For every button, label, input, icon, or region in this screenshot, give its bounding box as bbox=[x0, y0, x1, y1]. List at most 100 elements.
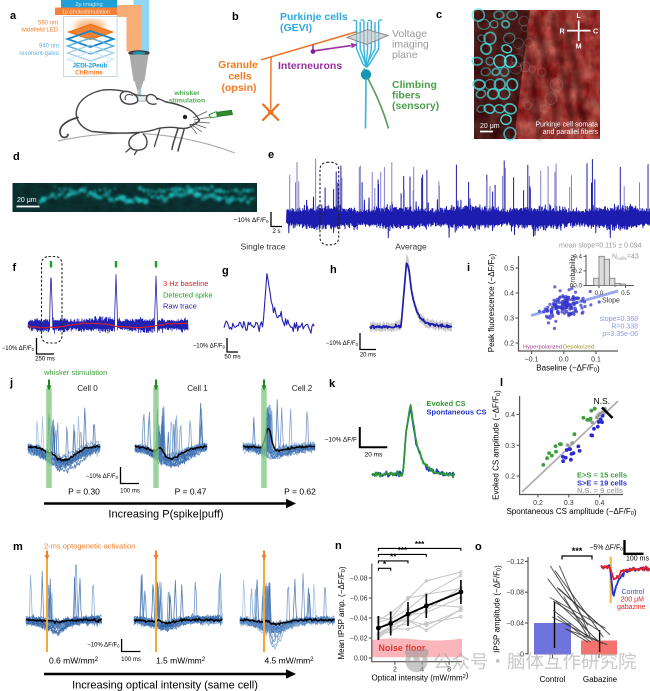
svg-text:Peak fluorescence (−ΔF/F0): Peak fluorescence (−ΔF/F0) bbox=[487, 253, 497, 352]
svg-text:b: b bbox=[232, 11, 239, 23]
svg-text:and parallel fibers: and parallel fibers bbox=[543, 129, 599, 136]
svg-text:g: g bbox=[222, 265, 229, 277]
svg-text:Single trace: Single trace bbox=[241, 242, 286, 252]
svg-text:20 ms: 20 ms bbox=[360, 353, 376, 359]
svg-text:20 ms: 20 ms bbox=[365, 452, 383, 459]
svg-text:Mean IPSP amp. (−ΔF/F0): Mean IPSP amp. (−ΔF/F0) bbox=[337, 566, 347, 659]
svg-text:20 μm: 20 μm bbox=[17, 197, 37, 204]
svg-text:Voltage: Voltage bbox=[392, 28, 427, 40]
svg-text:Purkinje cell somata: Purkinje cell somata bbox=[535, 122, 598, 129]
svg-text:Purkinje cells: Purkinje cells bbox=[280, 11, 348, 23]
svg-text:0.6 mW/mm2: 0.6 mW/mm2 bbox=[49, 656, 98, 666]
svg-text:2 s: 2 s bbox=[273, 229, 281, 235]
svg-text:100 ms: 100 ms bbox=[120, 489, 140, 495]
svg-text:k: k bbox=[329, 378, 336, 390]
svg-text:0.2: 0.2 bbox=[504, 341, 514, 348]
svg-text:ChRmine: ChRmine bbox=[75, 70, 103, 77]
svg-text:Slope: Slope bbox=[602, 298, 620, 305]
svg-text:4.5 mW/mm2: 4.5 mW/mm2 bbox=[264, 656, 313, 666]
svg-text:−0.12: −0.12 bbox=[506, 559, 524, 566]
svg-text:−0.06: −0.06 bbox=[350, 596, 368, 603]
svg-text:−0.08: −0.08 bbox=[350, 576, 368, 583]
svg-text:gabazine: gabazine bbox=[617, 604, 646, 611]
svg-text:IPSP amplitude (−ΔF/F0): IPSP amplitude (−ΔF/F0) bbox=[493, 565, 503, 653]
svg-text:a: a bbox=[10, 10, 17, 22]
svg-text:0.00: 0.00 bbox=[354, 656, 368, 663]
svg-text:widefield LED: widefield LED bbox=[20, 28, 58, 34]
svg-text:0.0: 0.0 bbox=[573, 283, 582, 290]
svg-text:3 Hz baseline: 3 Hz baseline bbox=[163, 279, 208, 288]
svg-text:Probability: Probability bbox=[570, 254, 577, 287]
svg-text:−0.1: −0.1 bbox=[525, 357, 539, 364]
svg-text:C: C bbox=[593, 28, 598, 35]
svg-text:Evoked CS amplitude (−ΔF/F0): Evoked CS amplitude (−ΔF/F0) bbox=[492, 390, 502, 500]
svg-text:0.3: 0.3 bbox=[504, 316, 514, 323]
svg-text:l: l bbox=[500, 377, 503, 389]
svg-text:−0.04: −0.04 bbox=[350, 616, 368, 623]
svg-text:0.4: 0.4 bbox=[595, 500, 605, 507]
svg-text:0: 0 bbox=[520, 651, 524, 658]
svg-text:(GEVI): (GEVI) bbox=[280, 22, 312, 34]
svg-text:Granule: Granule bbox=[218, 59, 258, 71]
svg-text:2-ms optogenetic activation: 2-ms optogenetic activation bbox=[44, 542, 135, 551]
svg-text:j: j bbox=[9, 377, 13, 389]
svg-text:n: n bbox=[335, 540, 342, 552]
svg-text:***: *** bbox=[415, 540, 425, 549]
svg-text:1p photostimulation: 1p photostimulation bbox=[62, 10, 111, 16]
svg-text:−10% ΔF/F0: −10% ΔF/F0 bbox=[326, 341, 359, 347]
svg-text:Gabazine: Gabazine bbox=[583, 675, 618, 684]
svg-text:20 μm: 20 μm bbox=[480, 123, 500, 130]
svg-text:N.S.: N.S. bbox=[594, 396, 611, 406]
svg-text:cells: cells bbox=[228, 71, 252, 83]
svg-text:0.5: 0.5 bbox=[504, 266, 514, 273]
svg-text:0.4: 0.4 bbox=[505, 412, 515, 419]
svg-text:940 nm: 940 nm bbox=[39, 44, 59, 50]
svg-text:P = 0.47: P = 0.47 bbox=[175, 487, 207, 497]
svg-text:whisker stimulation: whisker stimulation bbox=[43, 368, 107, 377]
svg-text:0.0: 0.0 bbox=[559, 357, 569, 364]
svg-text:h: h bbox=[330, 264, 337, 276]
svg-text:Control: Control bbox=[622, 589, 645, 596]
svg-text:Depolarized: Depolarized bbox=[563, 345, 594, 351]
svg-text:R=0.338: R=0.338 bbox=[611, 324, 638, 331]
svg-text:fibers: fibers bbox=[392, 90, 421, 102]
svg-text:Average: Average bbox=[395, 242, 427, 252]
svg-text:−5% ΔF/F0: −5% ΔF/F0 bbox=[589, 545, 623, 553]
svg-text:S>E = 19 cells: S>E = 19 cells bbox=[577, 479, 627, 488]
svg-text:200 μM: 200 μM bbox=[621, 597, 645, 604]
svg-text:Spontaneous CS amplitude (−ΔF/: Spontaneous CS amplitude (−ΔF/F0) bbox=[506, 507, 636, 517]
svg-text:Evoked CS: Evoked CS bbox=[427, 399, 466, 408]
svg-text:−10% ΔF/F0: −10% ΔF/F0 bbox=[234, 217, 269, 224]
svg-text:JEDI-2Peub: JEDI-2Peub bbox=[73, 63, 108, 70]
svg-text:−10% ΔF/F: −10% ΔF/F bbox=[325, 437, 357, 444]
svg-text:8: 8 bbox=[447, 667, 451, 674]
svg-text:590 nm: 590 nm bbox=[38, 21, 58, 27]
svg-text:−10% ΔF/F0: −10% ΔF/F0 bbox=[2, 346, 35, 352]
svg-text:0.2: 0.2 bbox=[505, 474, 515, 481]
svg-text:0.2: 0.2 bbox=[573, 268, 582, 275]
svg-text:0.2: 0.2 bbox=[533, 500, 543, 507]
svg-text:E>S = 15 cells: E>S = 15 cells bbox=[577, 471, 627, 480]
svg-text:P = 0.62: P = 0.62 bbox=[284, 487, 316, 497]
svg-text:*: * bbox=[383, 560, 387, 569]
svg-text:plane: plane bbox=[392, 49, 418, 61]
svg-text:***: *** bbox=[572, 546, 583, 556]
svg-text:stimulation: stimulation bbox=[169, 98, 205, 105]
svg-text:Ncells=43: Ncells=43 bbox=[612, 254, 639, 263]
svg-text:0.3: 0.3 bbox=[505, 443, 515, 450]
svg-text:Cell 0: Cell 0 bbox=[77, 384, 98, 393]
svg-text:***: *** bbox=[398, 546, 408, 555]
svg-text:Spontaneous CS: Spontaneous CS bbox=[427, 408, 487, 417]
svg-text:d: d bbox=[13, 151, 20, 163]
svg-text:(opsin): (opsin) bbox=[222, 82, 257, 94]
svg-text:imaging: imaging bbox=[392, 39, 429, 51]
svg-text:Optical intensity (mW/mm2): Optical intensity (mW/mm2) bbox=[372, 671, 469, 683]
svg-text:0.1: 0.1 bbox=[591, 357, 601, 364]
svg-text:mean slope=0.115 ± 0.094: mean slope=0.115 ± 0.094 bbox=[559, 243, 642, 250]
svg-text:(sensory): (sensory) bbox=[392, 100, 439, 112]
svg-text:Raw trace: Raw trace bbox=[163, 302, 197, 311]
svg-text:Control: Control bbox=[540, 675, 566, 684]
svg-text:−10% ΔF/F0: −10% ΔF/F0 bbox=[86, 474, 119, 480]
svg-text:e: e bbox=[268, 149, 274, 161]
svg-text:Detected spike: Detected spike bbox=[163, 291, 213, 300]
